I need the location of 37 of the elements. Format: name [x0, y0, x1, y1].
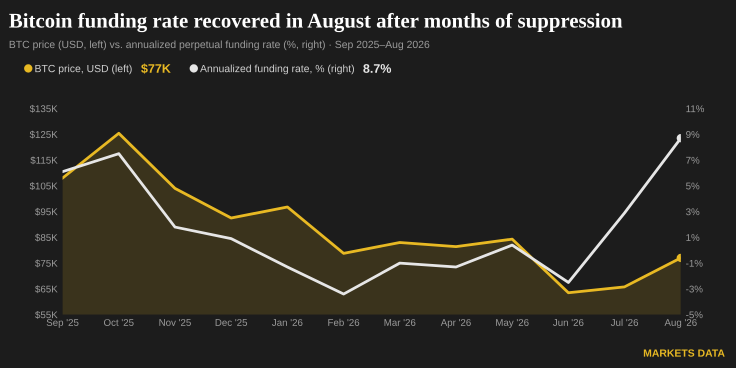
y2-tick-label: -5%: [686, 311, 703, 318]
y-tick-label: $65K: [35, 285, 58, 294]
legend-label: BTC price, USD (left): [35, 64, 132, 74]
y-tick-label: $125K: [30, 130, 58, 139]
legend-label: Annualized funding rate, % (right): [200, 64, 354, 74]
x-tick-label: Jun '26: [553, 319, 584, 326]
x-tick-label: Aug '26: [664, 319, 697, 328]
x-tick-label: Jan '26: [272, 319, 302, 326]
x-tick-label: May '26: [496, 319, 529, 328]
x-tick-label: Mar '26: [384, 319, 416, 326]
x-tick-label: Oct '25: [104, 319, 134, 326]
text: $77K: [141, 64, 171, 74]
y-tick-label: $75K: [35, 259, 58, 268]
y2-tick-label: 5%: [686, 182, 700, 190]
y-tick-label: $105K: [30, 182, 58, 190]
x-tick-label: Sep '25: [46, 319, 78, 328]
y2-tick-label: -1%: [686, 260, 703, 267]
y2-tick-label: 1%: [686, 234, 700, 241]
y-tick-label: $55K: [35, 310, 58, 319]
y-tick-label: $85K: [35, 234, 58, 242]
y2-tick-label: 9%: [686, 131, 700, 138]
chart-title: Bitcoin funding rate recovered in August after months of suppression: [9, 12, 622, 32]
x-tick-label: Apr '26: [440, 319, 471, 328]
text: 8.7%: [363, 64, 392, 73]
y-tick-label: $115K: [30, 156, 58, 164]
text: MARKETS DATA: [644, 349, 725, 357]
x-tick-label: Feb '26: [328, 318, 360, 326]
y2-tick-label: -3%: [686, 286, 703, 292]
y2-tick-label: 11%: [686, 105, 704, 112]
y2-tick-label: 7%: [686, 156, 700, 164]
x-tick-label: Dec '25: [216, 319, 248, 326]
chart-subtitle: BTC price (USD, left) vs. annualized perpetual funding rate (%, right) · Sep 2025–Aug 2026: [10, 40, 430, 50]
x-tick-label: Nov '25: [159, 319, 191, 326]
y2-tick-label: 3%: [686, 208, 700, 216]
y-tick-label: $135K: [30, 104, 58, 113]
x-tick-label: Jul '26: [610, 318, 638, 326]
y-tick-label: $95K: [35, 208, 58, 216]
